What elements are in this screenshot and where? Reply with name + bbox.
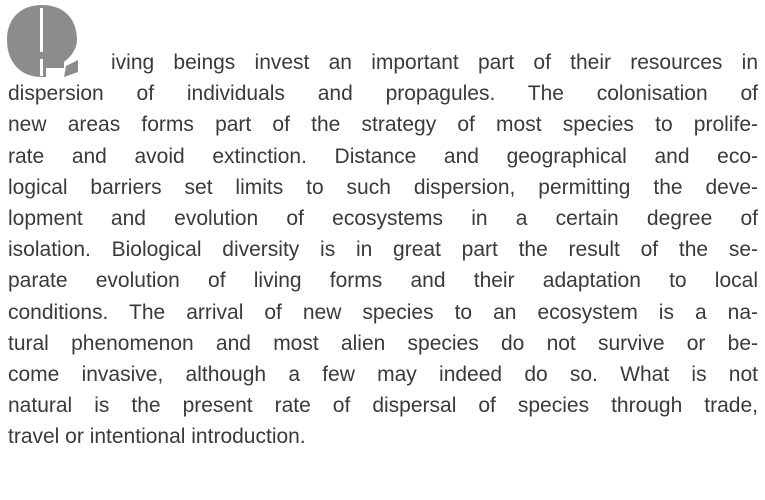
text-line: iving beings invest an important part of… [8, 47, 758, 78]
page: L iving beings invest an important part … [0, 0, 765, 500]
text-line: isolation. Biological diversity is in gr… [8, 234, 758, 265]
text-line: come invasive, although a few may indeed… [8, 359, 758, 390]
text-line: conditions. The arrival of new species t… [8, 297, 758, 328]
text-line: new areas forms part of the strategy of … [8, 109, 758, 140]
text-line: tural phenomenon and most alien species … [8, 328, 758, 359]
text-line: logical barriers set limits to such disp… [8, 172, 758, 203]
text-line: parate evolution of living forms and the… [8, 265, 758, 296]
text-line: dispersion of individuals and propagules… [8, 78, 758, 109]
text-line: rate and avoid extinction. Distance and … [8, 141, 758, 172]
text-line: lopment and evolution of ecosystems in a… [8, 203, 758, 234]
paragraph: iving beings invest an important part of… [8, 47, 758, 452]
text-line: natural is the present rate of dispersal… [8, 390, 758, 421]
text-line: travel or intentional introduction. [8, 421, 758, 452]
